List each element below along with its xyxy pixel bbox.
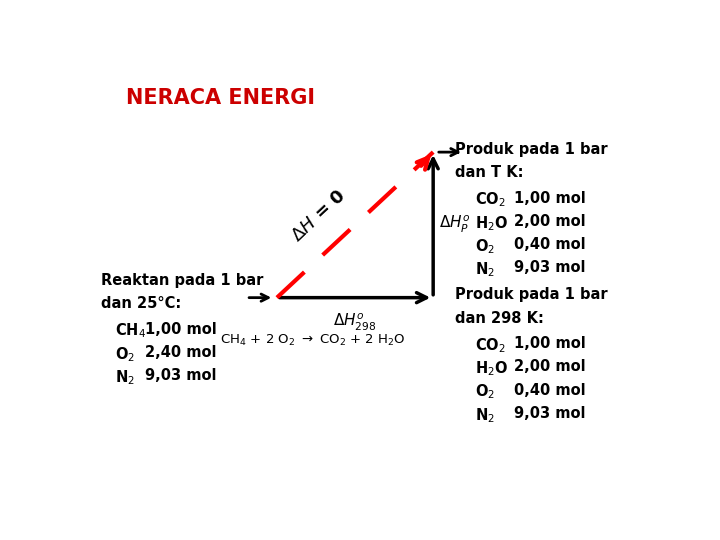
Text: Produk pada 1 bar: Produk pada 1 bar	[456, 141, 608, 157]
Text: 2,40 mol: 2,40 mol	[145, 345, 216, 360]
Text: 2,00 mol: 2,00 mol	[514, 360, 585, 374]
Text: H$_2$O: H$_2$O	[475, 360, 508, 378]
Text: O$_2$: O$_2$	[115, 345, 135, 363]
Text: $\Delta H^o_P$: $\Delta H^o_P$	[438, 214, 470, 235]
Text: NERACA ENERGI: NERACA ENERGI	[126, 87, 315, 107]
Text: N$_2$: N$_2$	[115, 368, 135, 387]
Text: N$_2$: N$_2$	[475, 406, 495, 424]
Text: Produk pada 1 bar: Produk pada 1 bar	[456, 287, 608, 302]
Text: N$_2$: N$_2$	[475, 260, 495, 279]
Text: 9,03 mol: 9,03 mol	[514, 406, 585, 421]
Text: O$_2$: O$_2$	[475, 383, 495, 401]
Text: CO$_2$: CO$_2$	[475, 191, 505, 210]
Text: 9,03 mol: 9,03 mol	[145, 368, 216, 383]
Text: CH$_4$ + 2 O$_2$ $\rightarrow$ CO$_2$ + 2 H$_2$O: CH$_4$ + 2 O$_2$ $\rightarrow$ CO$_2$ + …	[220, 333, 406, 348]
Text: H$_2$O: H$_2$O	[475, 214, 508, 233]
Text: $\Delta H^o_{298}$: $\Delta H^o_{298}$	[333, 312, 377, 333]
Text: $\it{\Delta H}$ = 0: $\it{\Delta H}$ = 0	[287, 187, 348, 246]
Text: Reaktan pada 1 bar: Reaktan pada 1 bar	[101, 273, 264, 288]
Text: 0,40 mol: 0,40 mol	[514, 237, 585, 252]
Text: 1,00 mol: 1,00 mol	[514, 336, 586, 351]
Text: dan 25°C:: dan 25°C:	[101, 296, 181, 311]
Text: O$_2$: O$_2$	[475, 237, 495, 256]
Text: CH$_4$: CH$_4$	[115, 322, 146, 340]
Text: 0,40 mol: 0,40 mol	[514, 383, 585, 398]
Text: 2,00 mol: 2,00 mol	[514, 214, 585, 229]
Text: 1,00 mol: 1,00 mol	[145, 322, 217, 336]
Text: dan T K:: dan T K:	[456, 165, 524, 180]
Text: CO$_2$: CO$_2$	[475, 336, 505, 355]
Text: 1,00 mol: 1,00 mol	[514, 191, 586, 206]
Text: 9,03 mol: 9,03 mol	[514, 260, 585, 275]
Text: dan 298 K:: dan 298 K:	[456, 310, 544, 326]
